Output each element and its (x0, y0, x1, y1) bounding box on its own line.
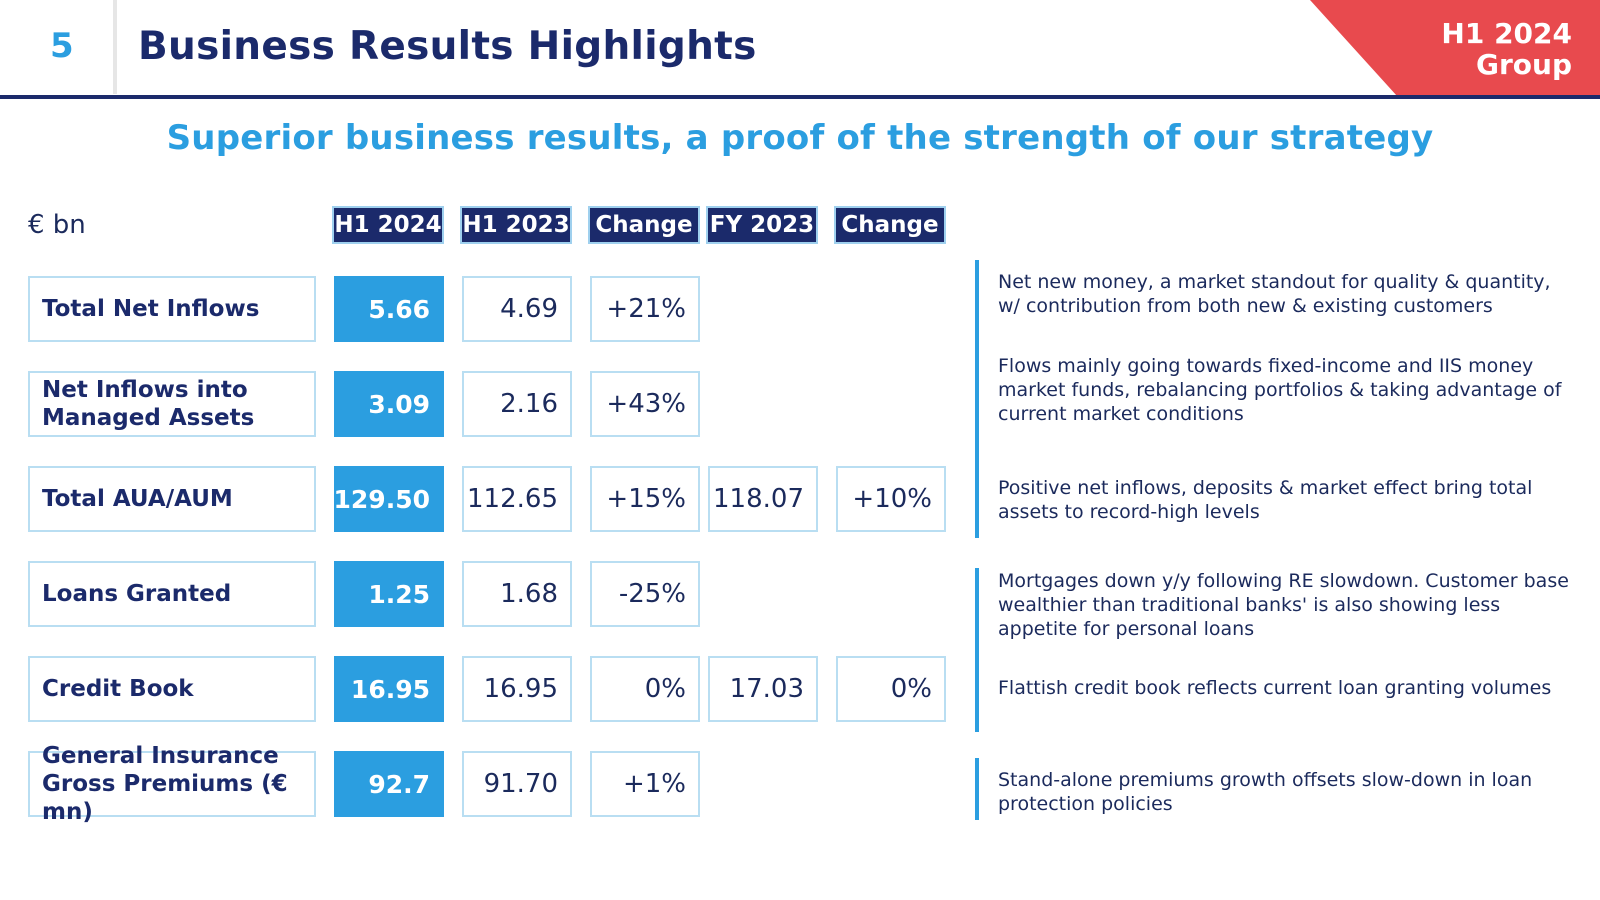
commentary-divider-bottom (975, 758, 979, 820)
row-label-credit-book: Credit Book (28, 656, 316, 722)
column-header-h1-2023: H1 2023 (460, 206, 572, 244)
cell-change-h1-total-aua-aum: +15% (590, 466, 700, 532)
comment-net-inflows-managed-assets: Flows mainly going towards fixed-income … (998, 355, 1562, 425)
cell-change-fy-credit-book: 0% (836, 656, 946, 722)
cell-fy-2023-credit-book: 17.03 (708, 656, 818, 722)
period-badge-text: H1 2024 Group (1441, 18, 1572, 80)
cell-h1-2024-loans-granted: 1.25 (334, 561, 444, 627)
unit-label: € bn (28, 210, 86, 240)
comment-credit-book: Flattish credit book reflects current lo… (998, 677, 1552, 699)
page-number: 5 (50, 26, 74, 66)
column-header-change-fy: Change (834, 206, 946, 244)
row-label-total-aua-aum: Total AUA/AUM (28, 466, 316, 532)
cell-h1-2024-general-insurance-premiums: 92.7 (334, 751, 444, 817)
cell-change-h1-credit-book: 0% (590, 656, 700, 722)
row-label-general-insurance-premiums: General Insurance Gross Premiums (€ mn) (28, 743, 316, 825)
commentary-divider-middle (975, 568, 979, 732)
row-label-net-inflows-managed-assets: Net Inflows into Managed Assets (28, 371, 316, 437)
slide-subtitle: Superior business results, a proof of th… (166, 118, 1434, 158)
comment-total-net-inflows: Net new money, a market standout for qua… (998, 271, 1551, 317)
column-header-fy-2023: FY 2023 (706, 206, 818, 244)
comment-total-aua-aum: Positive net inflows, deposits & market … (998, 477, 1533, 523)
cell-change-fy-total-aua-aum: +10% (836, 466, 946, 532)
cell-h1-2024-total-aua-aum: 129.50 (334, 466, 444, 532)
cell-h1-2023-total-net-inflows: 4.69 (462, 276, 572, 342)
page-title: Business Results Highlights (138, 24, 757, 69)
cell-change-h1-general-insurance-premiums: +1% (590, 751, 700, 817)
period-badge: H1 2024 Group (1310, 0, 1600, 96)
row-label-loans-granted: Loans Granted (28, 561, 316, 627)
cell-h1-2023-loans-granted: 1.68 (462, 561, 572, 627)
cell-h1-2024-total-net-inflows: 5.66 (334, 276, 444, 342)
comment-general-insurance-premiums: Stand-alone premiums growth offsets slow… (998, 769, 1533, 815)
cell-change-h1-net-inflows-managed-assets: +43% (590, 371, 700, 437)
slide-header: 5 Business Results Highlights H1 2024 Gr… (0, 0, 1600, 100)
period-badge-scope: Group (1475, 48, 1572, 81)
cell-h1-2023-credit-book: 16.95 (462, 656, 572, 722)
column-header-change-h1: Change (588, 206, 700, 244)
comment-loans-granted: Mortgages down y/y following RE slowdown… (998, 570, 1569, 640)
commentary-divider-top (975, 260, 979, 538)
cell-h1-2023-total-aua-aum: 112.65 (462, 466, 572, 532)
header-separator (113, 0, 117, 94)
cell-h1-2023-general-insurance-premiums: 91.70 (462, 751, 572, 817)
header-underline (0, 95, 1600, 99)
row-label-total-net-inflows: Total Net Inflows (28, 276, 316, 342)
cell-fy-2023-total-aua-aum: 118.07 (708, 466, 818, 532)
cell-change-h1-total-net-inflows: +21% (590, 276, 700, 342)
period-badge-period: H1 2024 (1441, 17, 1572, 50)
cell-h1-2024-net-inflows-managed-assets: 3.09 (334, 371, 444, 437)
column-header-h1-2024: H1 2024 (332, 206, 444, 244)
cell-change-h1-loans-granted: -25% (590, 561, 700, 627)
cell-h1-2023-net-inflows-managed-assets: 2.16 (462, 371, 572, 437)
cell-h1-2024-credit-book: 16.95 (334, 656, 444, 722)
